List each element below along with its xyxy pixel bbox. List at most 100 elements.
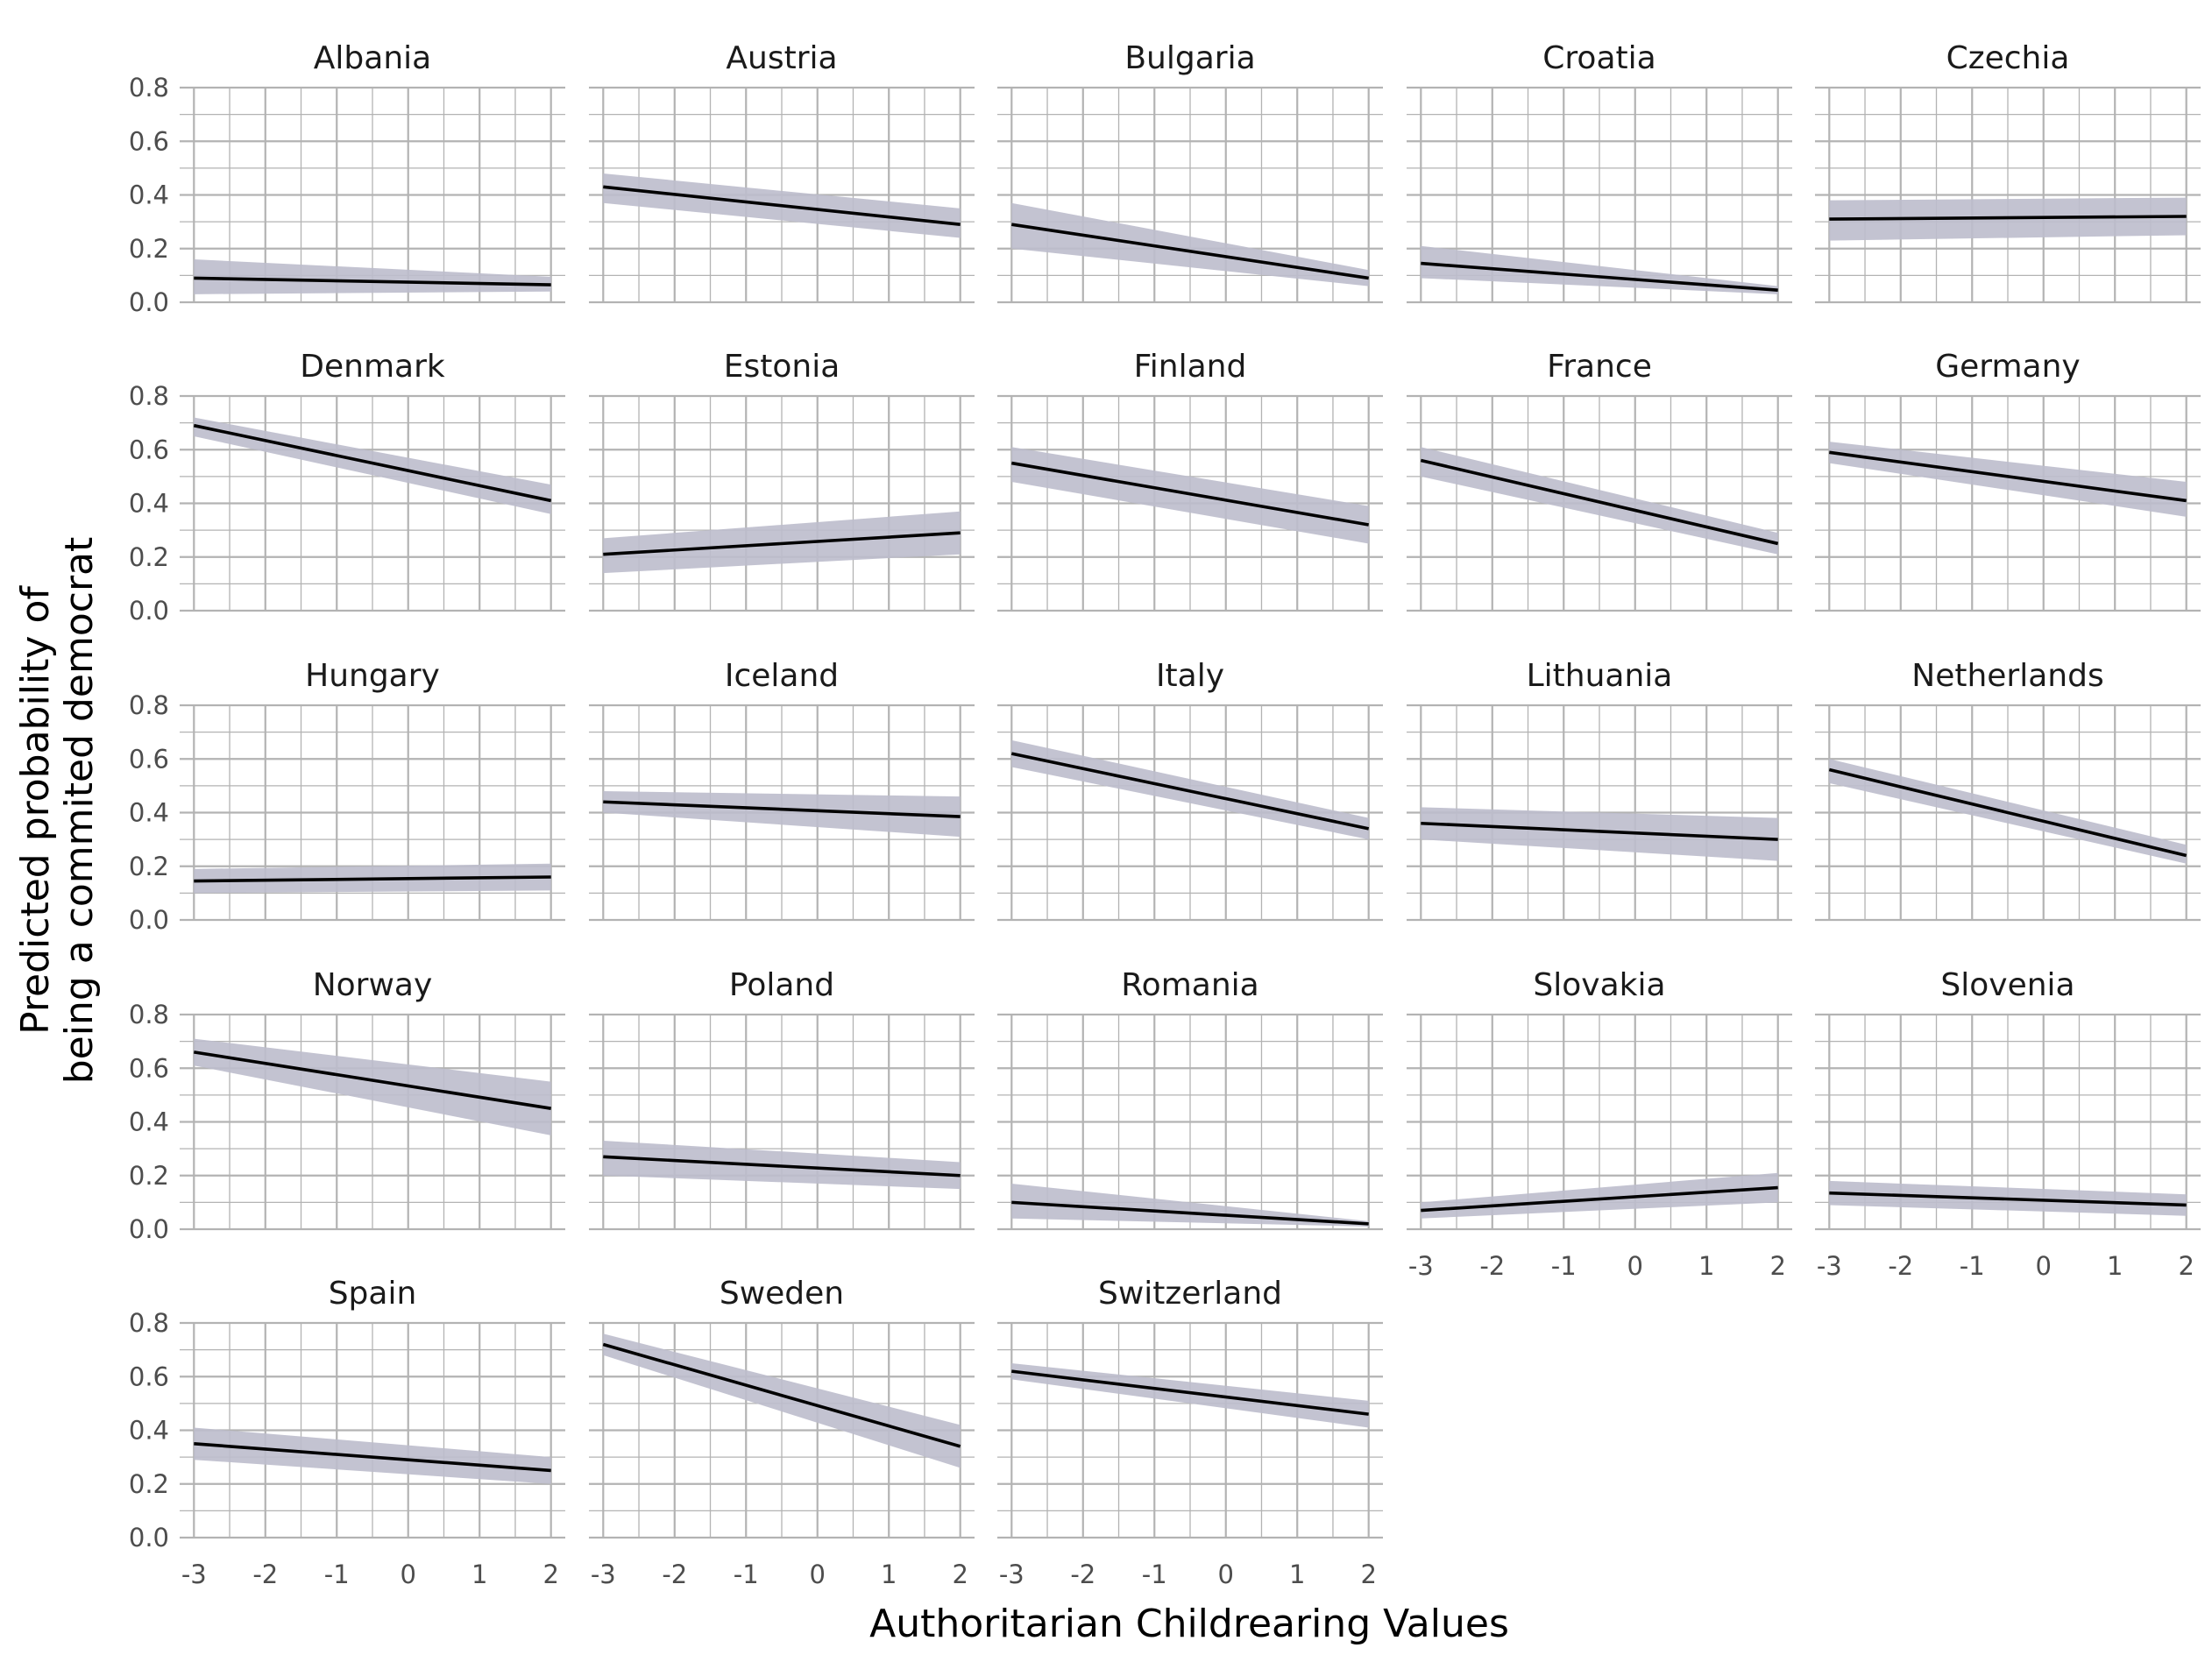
panel-slovakia: Slovakia -3 -2 -1 0 1 2 (1407, 967, 1792, 1281)
x-tick-label: 0 (810, 1560, 826, 1589)
grid-major (1407, 704, 1792, 922)
grid-major (1407, 86, 1792, 304)
x-tick-label: -3 (591, 1560, 616, 1589)
x-tick-label: -3 (1408, 1251, 1434, 1281)
panel-albania: Albania 0.0 0.2 0.4 0.6 0.8 (129, 40, 565, 317)
panel-title-germany: Germany (1935, 349, 2080, 385)
x-tick-label: 2 (2178, 1251, 2194, 1281)
x-axis-title: Authoritarian Childrearing Values (869, 1602, 1509, 1646)
fit-line-norway (194, 1050, 551, 1110)
y-tick-label: 0.0 (129, 287, 169, 317)
fit-line-iceland (603, 800, 961, 818)
panel-title-romania: Romania (1121, 967, 1258, 1003)
ci-band-slovakia (1421, 1172, 1778, 1219)
y-tick-label: 0.2 (129, 234, 169, 264)
fit-line-romania (1011, 1200, 1369, 1226)
panel-iceland: Iceland (589, 658, 975, 922)
fit-line-sweden (602, 1342, 961, 1448)
panel-title-bulgaria: Bulgaria (1124, 40, 1255, 76)
panel-bulgaria: Bulgaria (997, 40, 1383, 304)
panel-switzerland: Switzerland -3 -2 -1 0 1 2 (997, 1276, 1383, 1589)
panel-title-sweden: Sweden (720, 1276, 844, 1312)
fit-line-austria (603, 185, 961, 226)
panel-netherlands: Netherlands (1815, 658, 2201, 922)
x-tick-label: 1 (1289, 1560, 1305, 1589)
grid-major (1815, 86, 2201, 304)
panel-title-spain: Spain (329, 1276, 417, 1312)
panel-title-estonia: Estonia (724, 349, 840, 385)
y-tick-label: 0.8 (129, 1308, 169, 1338)
ci-band-lithuania (1421, 807, 1778, 861)
ci-band-romania (1011, 1183, 1369, 1227)
panel-france: France (1407, 349, 1792, 612)
grid-major (180, 1321, 565, 1539)
fit-line-spain (194, 1442, 551, 1473)
x-tick-label: 1 (881, 1560, 897, 1589)
x-tick-label: -3 (181, 1560, 207, 1589)
panel-title-slovakia: Slovakia (1533, 967, 1665, 1003)
x-tick-label: -1 (734, 1560, 759, 1589)
x-tick-label: 0 (2036, 1251, 2052, 1281)
x-tick-label: -3 (1817, 1251, 1842, 1281)
ci-band-sweden (603, 1333, 961, 1468)
x-tick-label: -2 (1888, 1251, 1913, 1281)
panel-slovenia: Slovenia -3 -2 -1 0 1 2 (1815, 967, 2201, 1281)
x-tick-label: -1 (1551, 1251, 1577, 1281)
ci-band-switzerland (1011, 1362, 1369, 1428)
y-tick-label: 0.6 (129, 435, 169, 464)
fit-line-slovenia (1829, 1191, 2187, 1207)
panel-title-france: France (1547, 349, 1652, 385)
x-tick-label: 1 (1698, 1251, 1714, 1281)
grid-major (180, 394, 565, 612)
panel-romania: Romania (997, 967, 1383, 1231)
x-tick-label: -2 (662, 1560, 687, 1589)
ci-band-albania (194, 259, 551, 294)
panel-estonia: Estonia (589, 349, 975, 612)
ci-band-norway (194, 1038, 551, 1135)
fit-line-estonia (603, 531, 961, 556)
panel-title-hungary: Hungary (305, 658, 440, 694)
x-tick-label: -3 (999, 1560, 1024, 1589)
panel-title-norway: Norway (313, 967, 433, 1003)
ci-band-iceland (603, 791, 961, 838)
grid-major (997, 1013, 1383, 1231)
panel-title-poland: Poland (729, 967, 834, 1003)
x-tick-label: 2 (1360, 1560, 1376, 1589)
y-tick-label: 0.2 (129, 852, 169, 881)
panel-title-denmark: Denmark (300, 349, 445, 385)
panels: Albania 0.0 0.2 0.4 0.6 0.8 Austria Bulgaria Cro… (129, 40, 2201, 1589)
y-axis-title-line-1: Predicted probability of (13, 585, 58, 1035)
ci-band-germany (1829, 442, 2187, 517)
y-tick-label: 0.0 (129, 596, 169, 626)
fit-line-netherlands (1828, 767, 2187, 858)
y-tick-label: 0.4 (129, 489, 169, 519)
grid-major (1407, 1013, 1792, 1231)
y-tick-label: 0.8 (129, 690, 169, 720)
panel-title-slovenia: Slovenia (1940, 967, 2074, 1003)
panel-title-czechia: Czechia (1946, 40, 2070, 76)
x-tick-label: 1 (471, 1560, 487, 1589)
panel-title-austria: Austria (726, 40, 837, 76)
x-tick-label: 2 (542, 1560, 558, 1589)
fit-line-france (1420, 458, 1779, 546)
y-axis-title-group: Predicted probability of being a commite… (13, 537, 102, 1085)
panel-italy: Italy (997, 658, 1383, 922)
y-tick-label: 0.2 (129, 1161, 169, 1191)
panel-czechia: Czechia (1815, 40, 2201, 304)
fit-line-poland (603, 1155, 961, 1178)
x-tick-label: -2 (1479, 1251, 1505, 1281)
y-tick-label: 0.4 (129, 180, 169, 210)
x-tick-label: 0 (1218, 1560, 1234, 1589)
panel-poland: Poland (589, 967, 975, 1231)
fit-line-albania (194, 276, 551, 286)
y-tick-label: 0.0 (129, 905, 169, 935)
y-tick-label: 0.6 (129, 126, 169, 156)
x-tick-label: 2 (1769, 1251, 1785, 1281)
x-tick-label: -2 (252, 1560, 278, 1589)
panel-hungary: Hungary 0.0 0.2 0.4 0.6 0.8 (129, 658, 565, 935)
x-tick-label: 0 (1627, 1251, 1643, 1281)
panel-title-albania: Albania (314, 40, 431, 76)
fit-line-croatia (1421, 261, 1778, 293)
y-axis-title-line-2: being a commited democrat (57, 537, 102, 1085)
